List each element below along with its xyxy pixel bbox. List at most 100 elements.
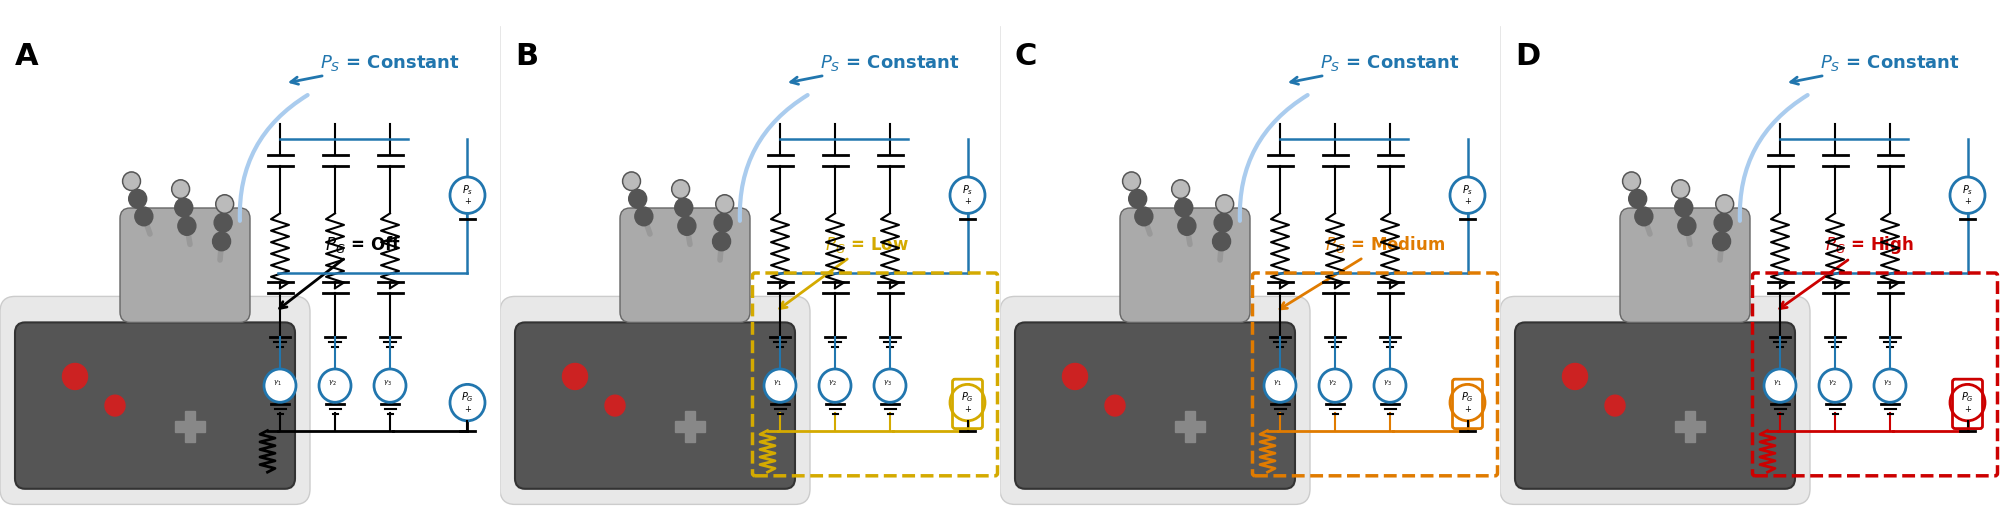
- Text: $\mathit{P}_G$ = High: $\mathit{P}_G$ = High: [1780, 233, 1914, 308]
- Circle shape: [1950, 177, 1984, 213]
- Text: C: C: [1016, 42, 1038, 71]
- Circle shape: [1264, 369, 1296, 402]
- FancyBboxPatch shape: [16, 322, 296, 489]
- Circle shape: [1178, 217, 1196, 236]
- Circle shape: [672, 180, 690, 199]
- Text: +: +: [1464, 405, 1470, 414]
- Circle shape: [604, 395, 624, 416]
- Text: $\mathit{P}_s$: $\mathit{P}_s$: [1462, 183, 1474, 197]
- Text: +: +: [964, 198, 970, 206]
- FancyBboxPatch shape: [620, 208, 750, 322]
- FancyBboxPatch shape: [0, 296, 310, 504]
- Bar: [684, 411, 696, 442]
- Circle shape: [218, 196, 232, 212]
- Circle shape: [874, 369, 906, 402]
- Circle shape: [1628, 189, 1646, 208]
- Bar: [676, 421, 704, 432]
- Text: +: +: [964, 405, 970, 414]
- Circle shape: [174, 181, 188, 197]
- Text: $\mathit{P}_G$: $\mathit{P}_G$: [1962, 391, 1974, 404]
- Circle shape: [1122, 172, 1140, 191]
- Circle shape: [178, 217, 196, 236]
- Circle shape: [950, 177, 984, 213]
- Text: $\gamma_3$: $\gamma_3$: [384, 379, 392, 387]
- Bar: [1684, 411, 1696, 442]
- Text: $\gamma_2$: $\gamma_2$: [1328, 379, 1336, 387]
- Circle shape: [714, 213, 732, 232]
- Circle shape: [1820, 369, 1852, 402]
- Text: $\mathit{P}_S$ = Constant: $\mathit{P}_S$ = Constant: [790, 53, 960, 84]
- Circle shape: [1634, 207, 1652, 226]
- FancyBboxPatch shape: [1016, 322, 1296, 489]
- Circle shape: [1950, 384, 1984, 421]
- Circle shape: [216, 194, 234, 213]
- Circle shape: [674, 181, 688, 197]
- Text: $\mathit{P}_G$: $\mathit{P}_G$: [962, 391, 974, 404]
- Text: +: +: [1964, 198, 1970, 206]
- Text: $\gamma_2$: $\gamma_2$: [828, 379, 836, 387]
- Text: $\gamma_3$: $\gamma_3$: [1384, 379, 1392, 387]
- Text: $\gamma_1$: $\gamma_1$: [1774, 379, 1782, 387]
- FancyBboxPatch shape: [1620, 208, 1750, 322]
- Bar: [176, 421, 206, 432]
- Circle shape: [1562, 363, 1588, 389]
- Circle shape: [450, 384, 484, 421]
- Text: $\gamma_1$: $\gamma_1$: [774, 379, 782, 387]
- FancyBboxPatch shape: [1000, 296, 1310, 504]
- Circle shape: [950, 384, 984, 421]
- Circle shape: [212, 232, 230, 251]
- Circle shape: [764, 369, 796, 402]
- Text: $\mathit{P}_G$ = Medium: $\mathit{P}_G$ = Medium: [1280, 233, 1446, 309]
- FancyBboxPatch shape: [1500, 296, 1810, 504]
- Circle shape: [1716, 194, 1734, 213]
- Circle shape: [1714, 213, 1732, 232]
- Circle shape: [634, 207, 652, 226]
- Circle shape: [1674, 198, 1692, 217]
- Circle shape: [1674, 181, 1688, 197]
- Text: $\mathit{P}_S$ = Constant: $\mathit{P}_S$ = Constant: [1290, 53, 1460, 84]
- Circle shape: [1622, 172, 1640, 191]
- Text: +: +: [464, 405, 470, 414]
- Circle shape: [1212, 232, 1230, 251]
- Text: $\gamma_2$: $\gamma_2$: [328, 379, 336, 387]
- Circle shape: [628, 189, 646, 208]
- Circle shape: [1320, 369, 1352, 402]
- Circle shape: [1124, 174, 1140, 189]
- Circle shape: [1764, 369, 1796, 402]
- FancyBboxPatch shape: [120, 208, 250, 322]
- Circle shape: [624, 174, 640, 189]
- Circle shape: [1216, 194, 1234, 213]
- Circle shape: [674, 198, 692, 217]
- Circle shape: [1672, 180, 1690, 199]
- Circle shape: [1450, 384, 1484, 421]
- Circle shape: [1062, 363, 1088, 389]
- Circle shape: [562, 363, 588, 389]
- Text: $\mathit{P}_G$: $\mathit{P}_G$: [1462, 391, 1474, 404]
- Text: +: +: [1464, 198, 1470, 206]
- Circle shape: [1604, 395, 1624, 416]
- Circle shape: [1718, 196, 1732, 212]
- Circle shape: [214, 213, 232, 232]
- Bar: [1176, 421, 1204, 432]
- Circle shape: [1174, 181, 1188, 197]
- Text: $\gamma_3$: $\gamma_3$: [1884, 379, 1892, 387]
- Text: A: A: [16, 42, 38, 71]
- Circle shape: [104, 395, 124, 416]
- Text: $\gamma_1$: $\gamma_1$: [1274, 379, 1282, 387]
- Circle shape: [450, 177, 484, 213]
- Text: $\gamma_3$: $\gamma_3$: [884, 379, 892, 387]
- Circle shape: [622, 172, 640, 191]
- Bar: [184, 411, 196, 442]
- Circle shape: [172, 180, 190, 199]
- Circle shape: [1172, 180, 1190, 199]
- Circle shape: [264, 369, 296, 402]
- Circle shape: [62, 363, 88, 389]
- Circle shape: [134, 207, 152, 226]
- Text: $\mathit{P}_s$: $\mathit{P}_s$: [962, 183, 974, 197]
- Bar: [1184, 411, 1196, 442]
- Circle shape: [718, 196, 732, 212]
- Text: $\mathit{P}_G$: $\mathit{P}_G$: [462, 391, 474, 404]
- Circle shape: [122, 172, 140, 191]
- FancyBboxPatch shape: [500, 296, 810, 504]
- Circle shape: [1104, 395, 1124, 416]
